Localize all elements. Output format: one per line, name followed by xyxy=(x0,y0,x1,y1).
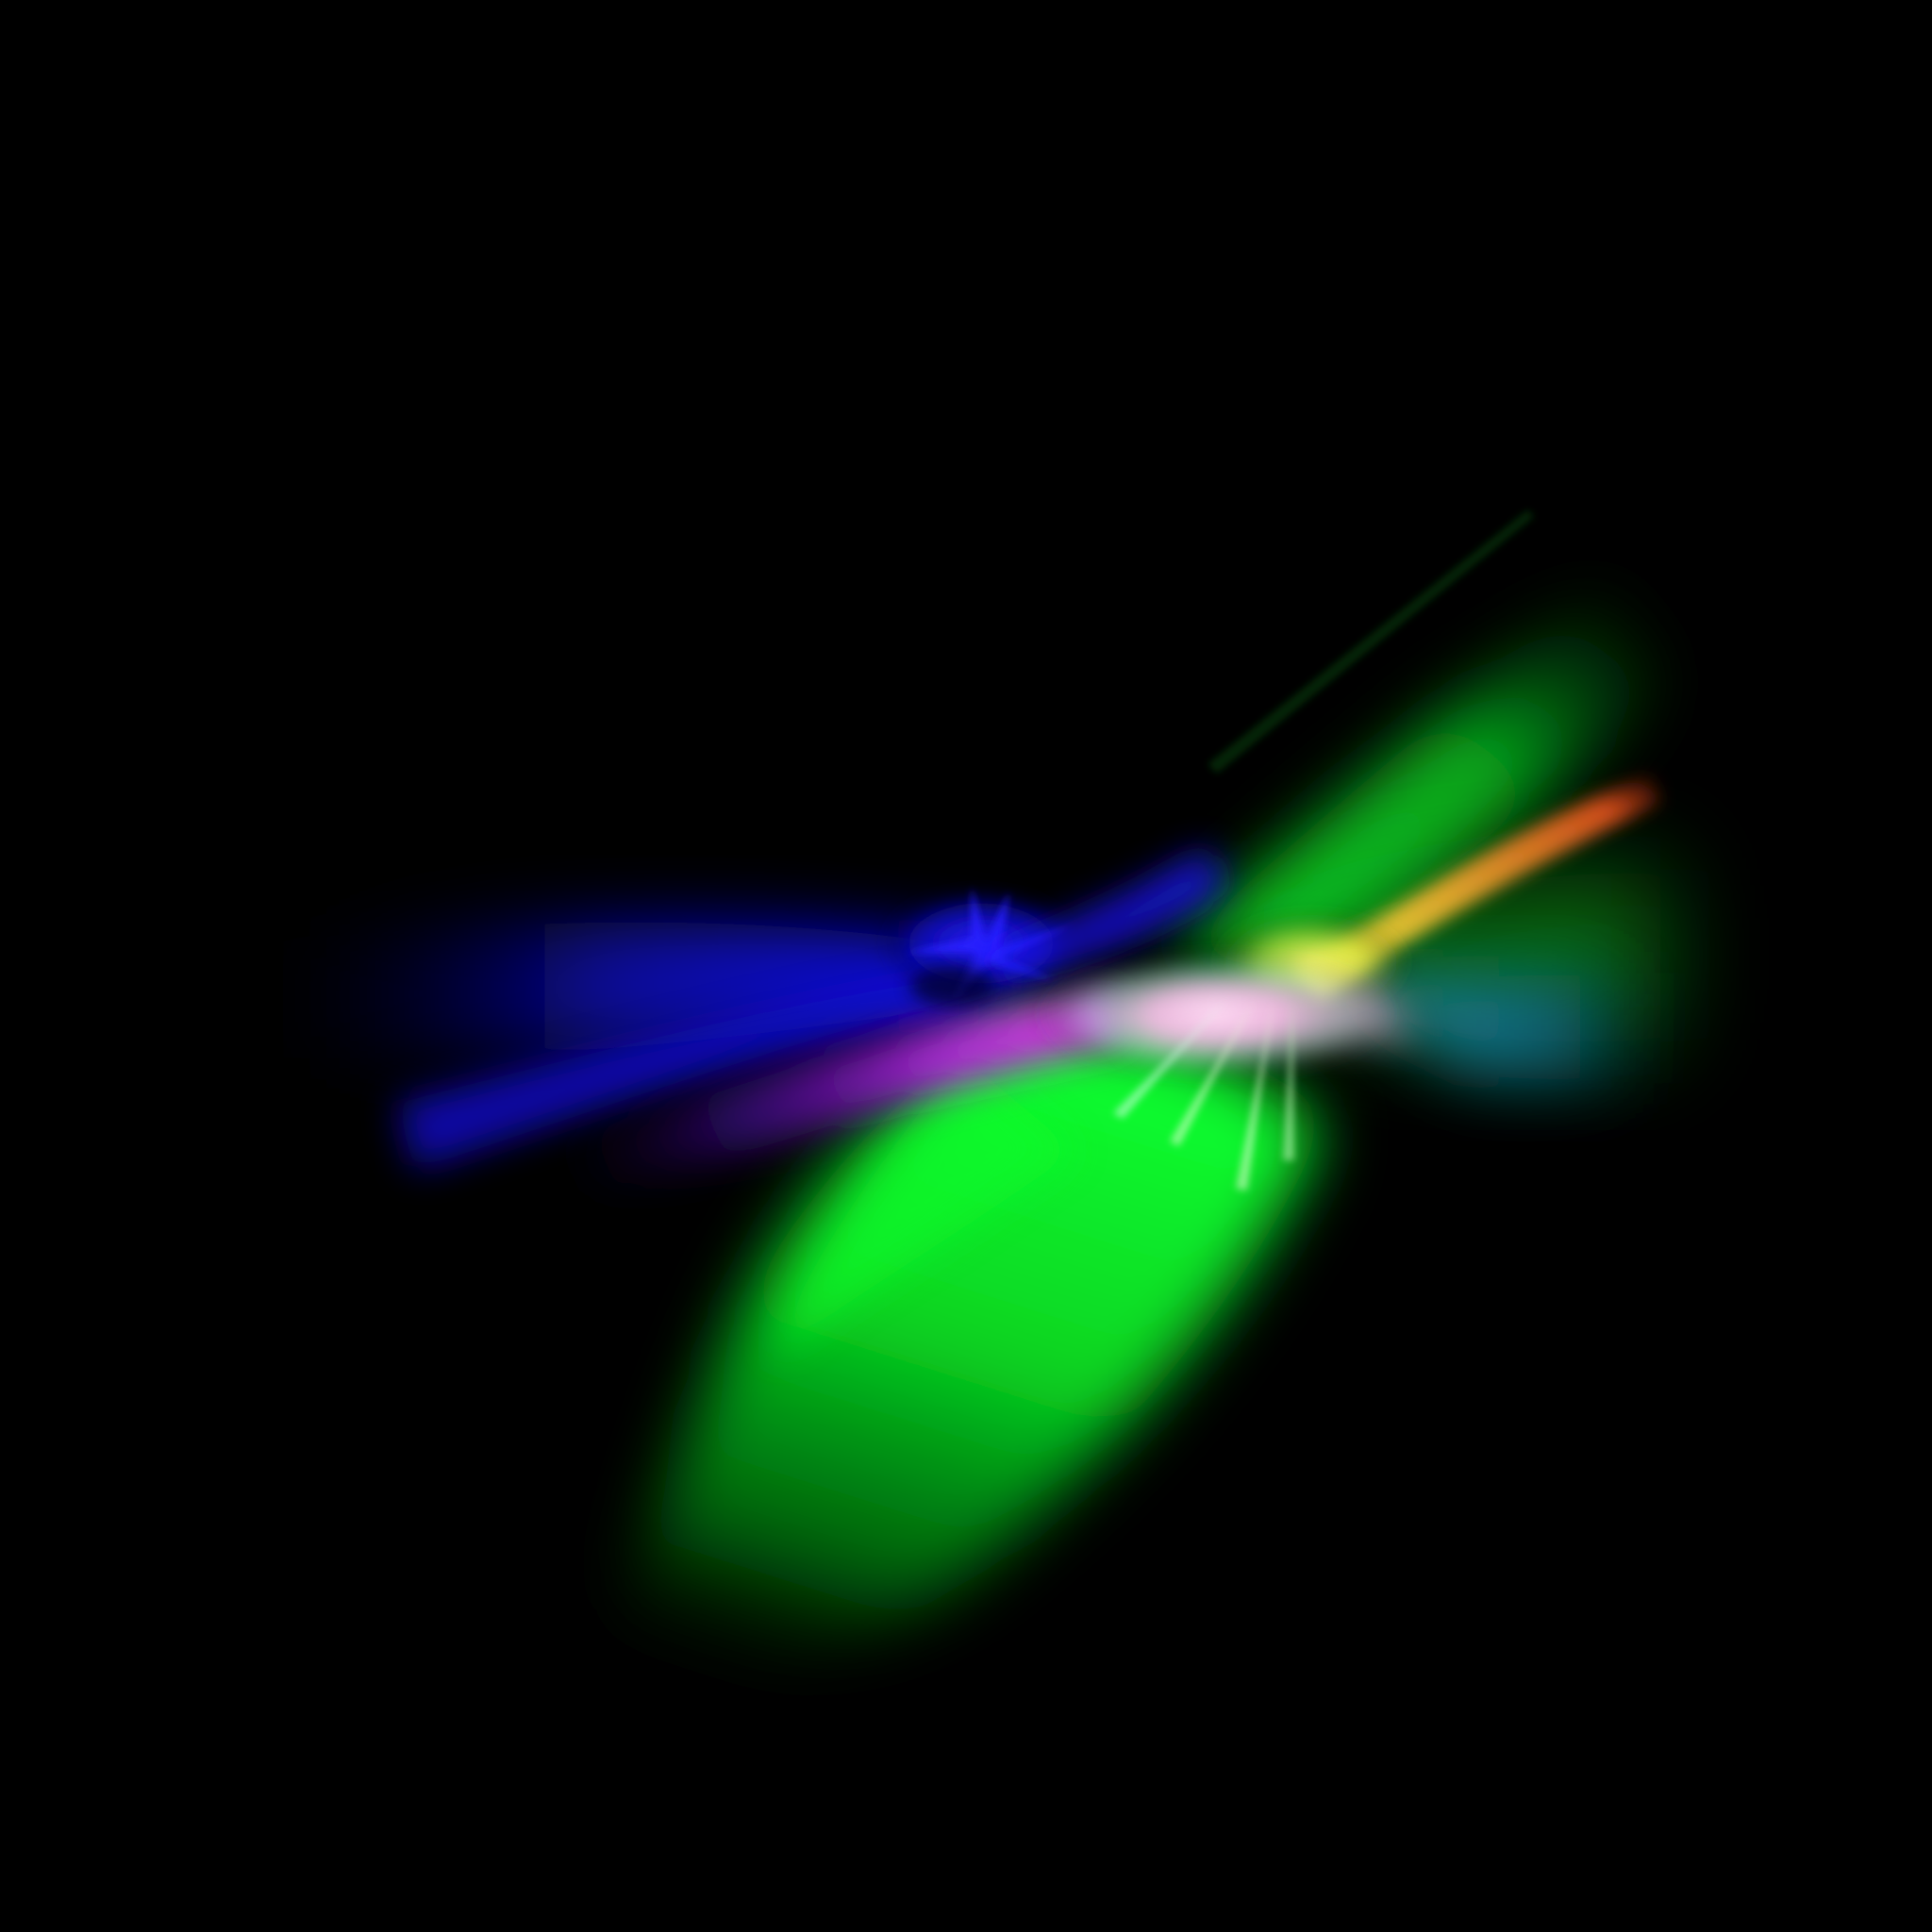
green-lower-fan xyxy=(594,1019,1321,1675)
faint-diagonal-streak xyxy=(1208,509,1534,774)
magenta-beam xyxy=(491,991,1132,1226)
blue-knot xyxy=(877,887,1085,1007)
light-rays xyxy=(1113,1000,1294,1191)
blue-beam xyxy=(283,922,1000,1170)
teal-band xyxy=(1340,972,1660,1085)
bright-core xyxy=(1028,948,1415,1080)
blue-upper-arm xyxy=(991,849,1226,976)
